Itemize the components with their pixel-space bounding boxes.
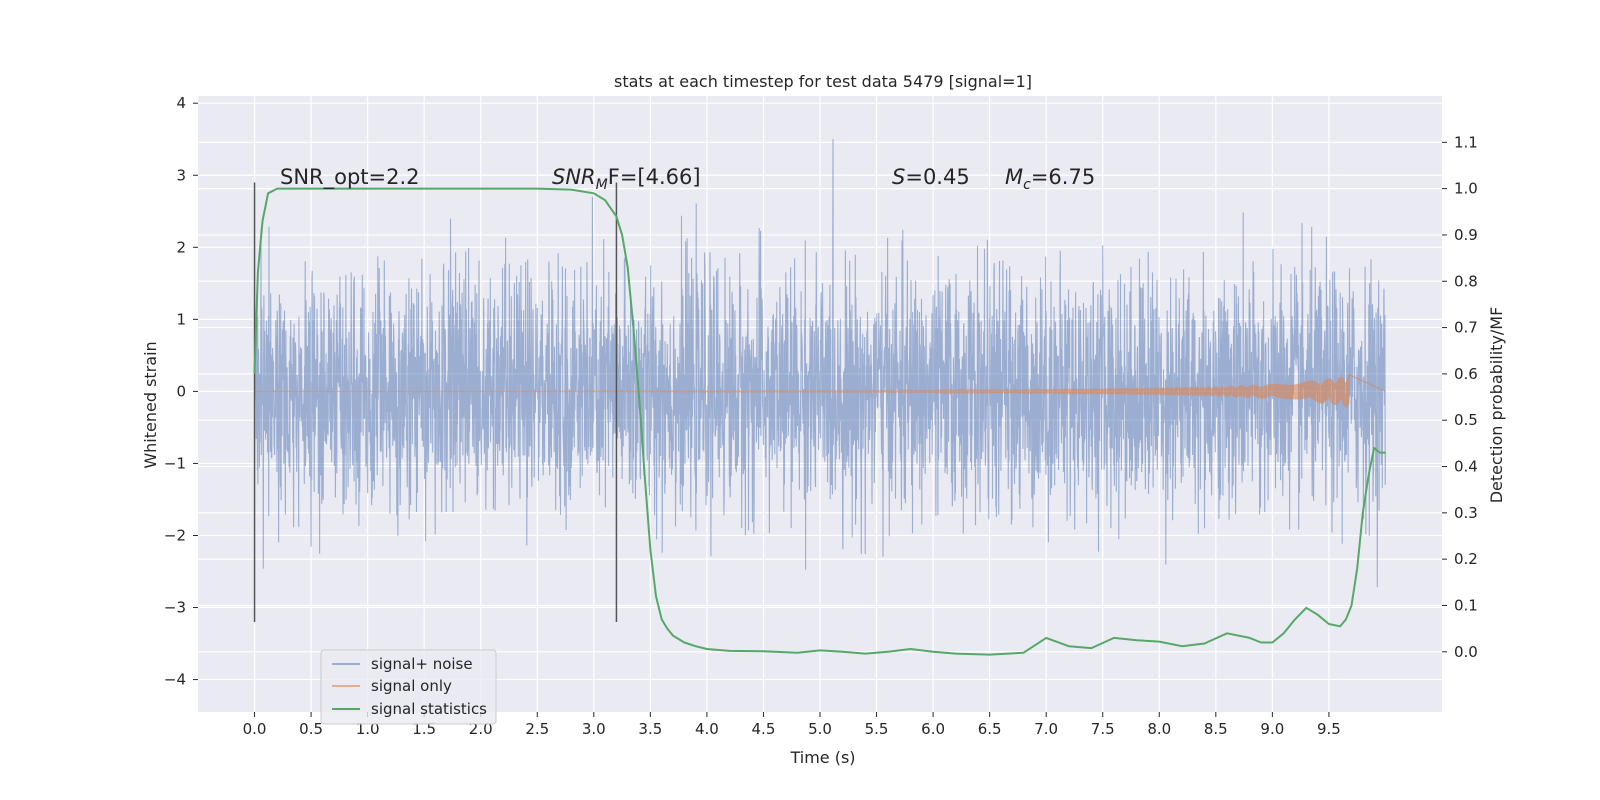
annotation-mc: Mc=6.75: [1005, 165, 1095, 193]
x-tick-label: 7.5: [1091, 720, 1115, 738]
y-tick-label: 3: [176, 166, 186, 184]
y2-tick-label: 0.2: [1454, 550, 1478, 568]
x-tick-label: 2.5: [525, 720, 549, 738]
x-axis-label: Time (s): [789, 748, 855, 767]
x-tick-label: 0.0: [243, 720, 267, 738]
annotation-snr-mf: SNRMF=[4.66]: [552, 165, 701, 193]
legend: signal+ noise signal only signal statist…: [320, 649, 497, 725]
legend-label-signal-noise: signal+ noise: [371, 655, 473, 673]
x-tick-label: 6.5: [978, 720, 1002, 738]
x-tick-label: 5.5: [865, 720, 889, 738]
x-tick-label: 4.0: [695, 720, 719, 738]
y2-tick-label: 0.7: [1454, 319, 1478, 337]
y-tick-label: −1: [164, 454, 186, 472]
legend-label-signal-only: signal only: [371, 677, 452, 695]
x-tick-label: 3.5: [638, 720, 662, 738]
y2-tick-label: 0.6: [1454, 365, 1478, 383]
x-tick-label: 8.5: [1204, 720, 1228, 738]
series-signal-statistics: [253, 187, 1386, 656]
y2-tick-label: 0.9: [1454, 226, 1478, 244]
y2-tick-label: 0.4: [1454, 458, 1478, 476]
annotations: SNR_opt=2.2 SNRMF=[4.66] S=0.45 Mc=6.75: [280, 165, 1095, 193]
x-tick-label: 7.0: [1034, 720, 1058, 738]
signal-only-line: [254, 373, 1386, 408]
legend-box: [320, 649, 497, 725]
y2-tick-label: 0.1: [1454, 596, 1478, 614]
series-signal-only: [254, 373, 1386, 408]
x-tick-label: 0.5: [299, 720, 323, 738]
x-tick-label: 9.0: [1260, 720, 1284, 738]
series-signal-noise: [253, 138, 1387, 588]
y2-tick-label: 0.8: [1454, 272, 1478, 290]
y2-axis-label: Detection probability/MF: [1487, 307, 1506, 504]
x-tick-label: 3.0: [582, 720, 606, 738]
y-tick-label: 4: [176, 94, 186, 112]
x-tick-label: 8.0: [1147, 720, 1171, 738]
y2-axis-ticks: 1.1 1.0 0.9 0.8 0.7 0.6 0.5 0.4 0.3 0.2 0.1 0.0: [1442, 133, 1478, 661]
signal-noise-line: [253, 138, 1387, 588]
y-tick-label: 2: [176, 238, 186, 256]
marker-lines: [253, 182, 618, 622]
legend-label-signal-statistics: signal statistics: [371, 700, 487, 718]
annotation-s: S=0.45: [892, 165, 970, 189]
y-tick-label: 0: [176, 382, 186, 400]
y-gridlines: [198, 102, 1442, 681]
y2-tick-label: 0.5: [1454, 411, 1478, 429]
chart-title: stats at each timestep for test data 547…: [614, 72, 1032, 91]
y-axis-ticks: 4 3 2 1 0 −1 −2 −3 −4: [164, 94, 198, 689]
y2-tick-label: 0.0: [1454, 643, 1478, 661]
x-tick-label: 5.0: [808, 720, 832, 738]
y2-tick-label: 0.3: [1454, 504, 1478, 522]
y-tick-label: −2: [164, 526, 186, 544]
x-tick-label: 6.0: [921, 720, 945, 738]
signal-statistics-line: [253, 187, 1386, 656]
x-tick-label: 9.5: [1317, 720, 1341, 738]
y-tick-label: −4: [164, 671, 186, 689]
y2-tick-label: 1.1: [1454, 133, 1478, 151]
y-axis-label: Whitened strain: [141, 341, 160, 468]
y-tick-label: 1: [176, 310, 186, 328]
x-tick-label: 4.5: [752, 720, 776, 738]
y2-tick-label: 1.0: [1454, 180, 1478, 198]
annotation-snr-opt: SNR_opt=2.2: [280, 165, 420, 190]
y-tick-label: −3: [164, 599, 186, 617]
